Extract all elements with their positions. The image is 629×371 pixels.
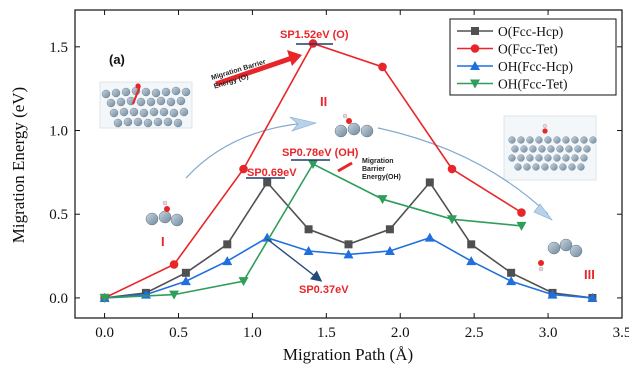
legend-marker <box>470 79 480 89</box>
state-label-I: I <box>161 234 165 249</box>
annotation-barrier-oh: Migration Barrier Energy(OH) <box>362 158 401 181</box>
annotation-sp-oh-hcp: SP0.37eV <box>299 284 349 296</box>
legend-item-o-fcc-tet: O(Fcc-Tet) <box>457 42 558 57</box>
data-point-o-fcc-hcp <box>385 225 394 234</box>
data-point-oh-fcc-tet <box>99 293 110 303</box>
legend: O(Fcc-Hcp) O(Fcc-Tet) OH(Fcc-Hcp) OH(Fcc-Te… <box>449 18 617 96</box>
data-point-oh-fcc-tet <box>446 215 457 225</box>
data-point-o-fcc-tet <box>517 208 526 217</box>
data-point-o-fcc-tet <box>378 62 387 72</box>
annotation-sp-o-hcp: SP0.69eV <box>247 167 297 179</box>
barrier-arrow-o-head <box>287 50 302 66</box>
x-tick-label: 1.5 <box>317 325 336 341</box>
data-point-oh-fcc-hcp <box>506 276 517 286</box>
legend-marker <box>471 27 479 35</box>
x-tick-label: 1.0 <box>243 325 262 341</box>
migration-guide-arrow-right <box>377 127 549 215</box>
adsorbate-cluster-III <box>538 238 583 272</box>
y-axis-ticks: 0.0 0.5 1.0 1.5 <box>49 40 622 307</box>
data-point-o-fcc-hcp <box>425 178 434 187</box>
data-point-oh-fcc-hcp <box>222 256 233 266</box>
data-point-o-fcc-hcp <box>467 240 476 249</box>
legend-marker <box>470 61 480 70</box>
data-point-oh-fcc-tet <box>377 195 388 205</box>
data-point-oh-fcc-hcp <box>424 232 435 242</box>
annotation-sp-oh-tet: SP0.78eV (OH) <box>282 147 359 159</box>
series-oh-fcc-hcp <box>99 232 598 302</box>
x-tick-label: 0.5 <box>169 325 188 341</box>
adsorbate-cluster-I <box>145 200 184 227</box>
slab-structure-left <box>99 81 193 129</box>
data-point-o-fcc-tet <box>239 164 248 174</box>
legend-label: O(Fcc-Tet) <box>498 42 558 57</box>
data-point-oh-fcc-hcp <box>343 249 354 259</box>
y-tick-label: 1.5 <box>49 40 68 56</box>
x-tick-label: 2.5 <box>465 325 484 341</box>
series-oh-fcc-tet <box>99 160 527 303</box>
data-point-o-fcc-hcp <box>223 240 232 249</box>
data-point-oh-fcc-hcp <box>466 256 477 266</box>
y-tick-label: 0.0 <box>49 291 68 307</box>
annotation-sp-o-tet: SP1.52eV (O) <box>280 29 349 41</box>
x-tick-label: 2.0 <box>391 325 410 341</box>
legend-item-oh-fcc-tet: OH(Fcc-Tet) <box>457 77 568 92</box>
data-point-o-fcc-hcp <box>344 240 353 249</box>
state-label-II: II <box>320 94 327 109</box>
data-point-oh-fcc-hcp <box>303 246 314 256</box>
x-axis-ticks: 0.0 0.5 1.0 1.5 2.0 2.5 3.0 3.5 <box>95 10 629 341</box>
legend-item-o-fcc-hcp: O(Fcc-Hcp) <box>457 24 563 39</box>
adsorbate-cluster-II <box>334 113 374 138</box>
data-point-oh-fcc-hcp <box>587 292 598 302</box>
data-point-oh-fcc-hcp <box>547 289 558 299</box>
data-point-oh-fcc-tet <box>516 221 527 231</box>
legend-label: OH(Fcc-Tet) <box>498 77 568 92</box>
x-tick-label: 3.5 <box>613 325 629 341</box>
state-label-III: III <box>584 267 595 282</box>
x-axis-title: Migration Path (Å) <box>283 345 413 364</box>
data-point-o-fcc-hcp <box>304 225 313 234</box>
y-tick-label: 1.0 <box>49 124 68 140</box>
data-point-o-fcc-hcp <box>263 178 272 187</box>
barrier-arrow-o <box>215 55 293 87</box>
data-point-oh-fcc-hcp <box>180 276 191 286</box>
data-point-o-fcc-hcp <box>507 268 516 277</box>
data-point-oh-fcc-tet <box>169 290 180 300</box>
data-point-oh-fcc-hcp <box>384 246 395 256</box>
data-point-o-fcc-tet <box>447 164 457 174</box>
data-point-o-fcc-hcp <box>181 268 190 277</box>
plot-frame <box>74 9 623 319</box>
x-tick-label: 3.0 <box>539 325 558 341</box>
barrier-arrow-oh <box>337 161 353 173</box>
legend-item-oh-fcc-hcp: OH(Fcc-Hcp) <box>457 59 573 74</box>
data-point-oh-fcc-hcp <box>262 232 273 242</box>
slab-structure-right <box>503 115 597 181</box>
migration-guide-arrow-left <box>185 122 307 179</box>
y-axis-title: Migration Energy (eV) <box>9 87 28 243</box>
data-point-o-fcc-tet <box>169 260 179 269</box>
panel-label: (a) <box>109 52 125 67</box>
migration-guide-arrow-left-head <box>289 116 318 132</box>
y-tick-label: 0.5 <box>49 207 68 223</box>
legend-label: OH(Fcc-Hcp) <box>498 59 573 74</box>
saddle-pointer-oh-hcp <box>266 238 323 282</box>
series-line-o-fcc-hcp <box>104 181 593 299</box>
x-tick-label: 0.0 <box>95 325 114 341</box>
data-point-oh-fcc-tet <box>308 160 319 169</box>
data-point-oh-fcc-tet <box>238 277 249 287</box>
migration-guide-arrow-right-head <box>533 203 553 221</box>
legend-marker <box>470 44 480 53</box>
legend-label: O(Fcc-Hcp) <box>498 24 563 39</box>
